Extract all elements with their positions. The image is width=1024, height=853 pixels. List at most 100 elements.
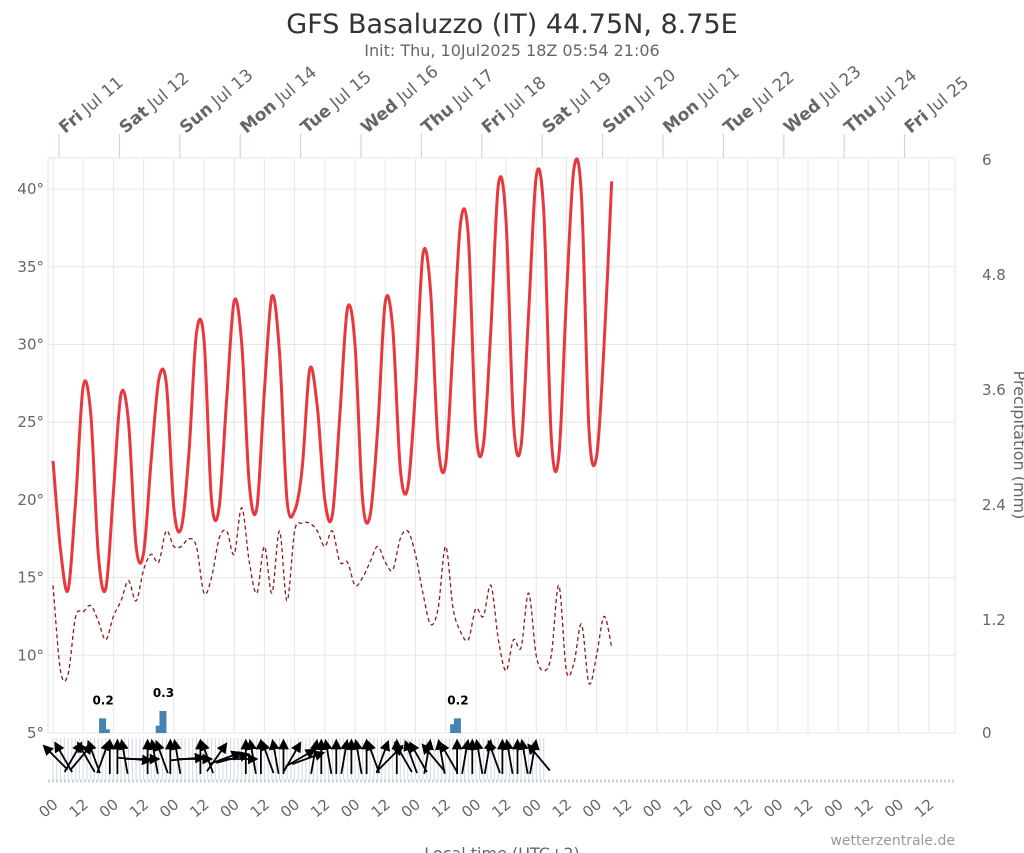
x-tick-label: 00 (35, 795, 61, 821)
precipitation-bars: 0.2 0.3 0.2 (92, 686, 469, 733)
x-tick-label: 00 (639, 795, 665, 821)
y-axis-right-title: Precipitation (mm) (1010, 371, 1024, 520)
wind-arrow (409, 741, 428, 773)
day-label-date: Jul 13 (207, 65, 257, 112)
wind-arrow (518, 738, 529, 774)
day-label-dow: Thu (418, 99, 458, 137)
wind-arrow (285, 748, 317, 768)
day-label-dow: Fri (901, 107, 933, 138)
plot-frame (47, 157, 956, 734)
precip-bar (102, 729, 110, 733)
y-tick-label: 35° (17, 258, 44, 276)
wind-arrow (206, 742, 228, 772)
x-tick-label: 00 (821, 795, 847, 821)
wind-arrow (472, 738, 484, 774)
x-tick-label: 00 (519, 795, 545, 821)
day-label-date: Jul 16 (392, 62, 442, 109)
y-tick-label: 25° (17, 413, 44, 431)
grid-lines (47, 157, 956, 734)
x-tick-label: 12 (488, 795, 514, 821)
wind-arrow (291, 750, 326, 765)
day-label-date: Jul 20 (630, 65, 680, 112)
x-tick-label: 00 (277, 795, 303, 821)
precip-bar-label: 0.2 (92, 693, 113, 707)
wind-arrow (54, 741, 73, 773)
wind-arrow (461, 738, 472, 774)
day-label-date: Jul 19 (566, 68, 616, 115)
day-label-date: Jul 25 (923, 73, 973, 120)
x-tick-label: 00 (217, 795, 243, 821)
day-label-date: Jul 18 (500, 73, 550, 120)
chart-subtitle: Init: Thu, 10Jul2025 18Z 05:54 21:06 (364, 41, 659, 60)
day-label-dow: Fri (55, 107, 87, 138)
y-axis-right-ticks: 0 1.2 2.4 3.6 4.8 6 (982, 151, 1006, 742)
x-tick-label: 00 (398, 795, 424, 821)
wind-arrow (260, 739, 275, 774)
precip-bar (453, 718, 461, 733)
temperature-series (51, 157, 614, 594)
x-tick-label: 00 (700, 795, 726, 821)
wind-arrow (352, 738, 363, 774)
x-tick-label: 12 (790, 795, 816, 821)
day-label-dow: Sat (116, 102, 153, 138)
x-axis-ticks: 00 12 00 12 00 12 00 12 00 12 00 12 00 12 00 12 00 12 00 12… (35, 795, 937, 821)
wind-arrow (310, 738, 321, 774)
wind-arrow (96, 739, 111, 774)
x-tick-label: 12 (730, 795, 756, 821)
x-tick-label: 00 (96, 795, 122, 821)
y-right-tick-label: 3.6 (982, 381, 1006, 399)
day-label-date: Jul 12 (143, 68, 193, 115)
wind-arrow (148, 738, 159, 774)
day-separator-lines (58, 134, 906, 158)
day-label-dow: Wed (357, 96, 402, 138)
wind-arrow (246, 738, 257, 774)
x-tick-label: 00 (579, 795, 605, 821)
y-tick-label: 5° (27, 724, 44, 742)
y-tick-label: 40° (17, 180, 44, 198)
credits-link[interactable]: wetterzentrale.de (830, 833, 955, 849)
day-label-dow: Mon (237, 96, 281, 137)
x-tick-label: 00 (156, 795, 182, 821)
x-tick-label: 12 (851, 795, 877, 821)
y-tick-label: 10° (17, 646, 44, 664)
day-label-dow: Wed (780, 96, 825, 138)
chart-title: GFS Basaluzzo (IT) 44.75N, 8.75E (286, 9, 737, 40)
wind-arrow (208, 750, 243, 765)
day-label-date: Jul 17 (448, 66, 498, 113)
y-tick-label: 20° (17, 491, 44, 509)
wind-arrow (340, 738, 351, 774)
dewpoint-series (52, 507, 613, 685)
x-tick-label: 12 (428, 795, 454, 821)
x-tick-label: 12 (186, 795, 212, 821)
y-right-tick-label: 2.4 (982, 496, 1006, 514)
day-label-date: Jul 24 (871, 66, 921, 113)
day-label-dow: Mon (659, 96, 703, 137)
wind-arrow (282, 741, 302, 773)
wind-arrow (199, 739, 214, 774)
day-label: FriJul 11 (55, 73, 127, 138)
precip-bar-label: 0.3 (153, 686, 174, 700)
precip-bar (99, 718, 107, 733)
x-axis-title: Local time (UTC+2) (424, 844, 580, 853)
day-label-date: Jul 11 (77, 73, 127, 120)
dewpoint-line (52, 507, 613, 685)
y-right-tick-label: 4.8 (982, 266, 1006, 284)
wind-vectors (42, 738, 955, 783)
precip-bar (155, 725, 163, 733)
x-tick-label: 12 (609, 795, 635, 821)
y-tick-label: 15° (17, 569, 44, 587)
day-label-date: Jul 15 (326, 67, 376, 114)
wind-arrow (375, 739, 391, 774)
wind-arrow (503, 738, 514, 774)
x-tick-label: 00 (881, 795, 907, 821)
y-right-tick-label: 1.2 (982, 611, 1006, 629)
precip-bar (450, 724, 458, 733)
wind-arrow (42, 744, 69, 771)
wind-arrow (486, 739, 501, 774)
day-label-dow: Tue (720, 101, 758, 138)
y-right-tick-label: 0 (982, 724, 992, 742)
day-label-date: Jul 14 (271, 63, 321, 110)
precip-bar (159, 711, 167, 733)
